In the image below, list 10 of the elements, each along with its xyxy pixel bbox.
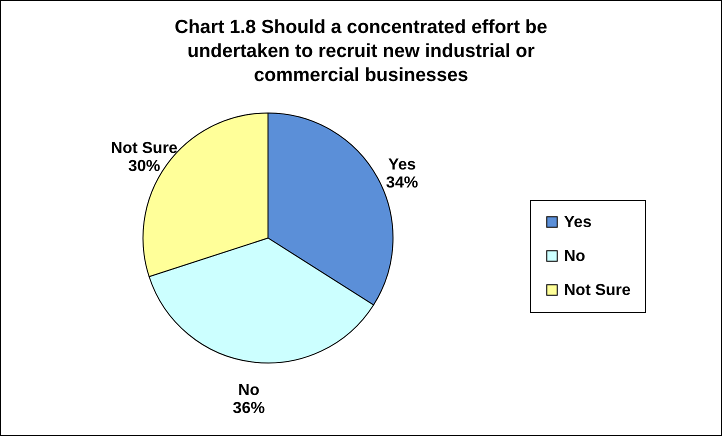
data-label: 34% bbox=[386, 174, 418, 192]
legend-label: Yes bbox=[564, 214, 592, 231]
legend-label: Not Sure bbox=[564, 282, 631, 299]
slice-label: Not Sure bbox=[110, 140, 178, 158]
chart-title: Chart 1.8 Should a concentrated effort be undertaken to recruit new industrial or commercial businesses bbox=[174, 17, 548, 86]
data-label: 30% bbox=[128, 158, 160, 176]
legend-label: No bbox=[564, 248, 586, 265]
slice-label: No bbox=[238, 382, 260, 399]
slice-label: Yes bbox=[388, 156, 416, 174]
data-label: 36% bbox=[232, 400, 265, 417]
